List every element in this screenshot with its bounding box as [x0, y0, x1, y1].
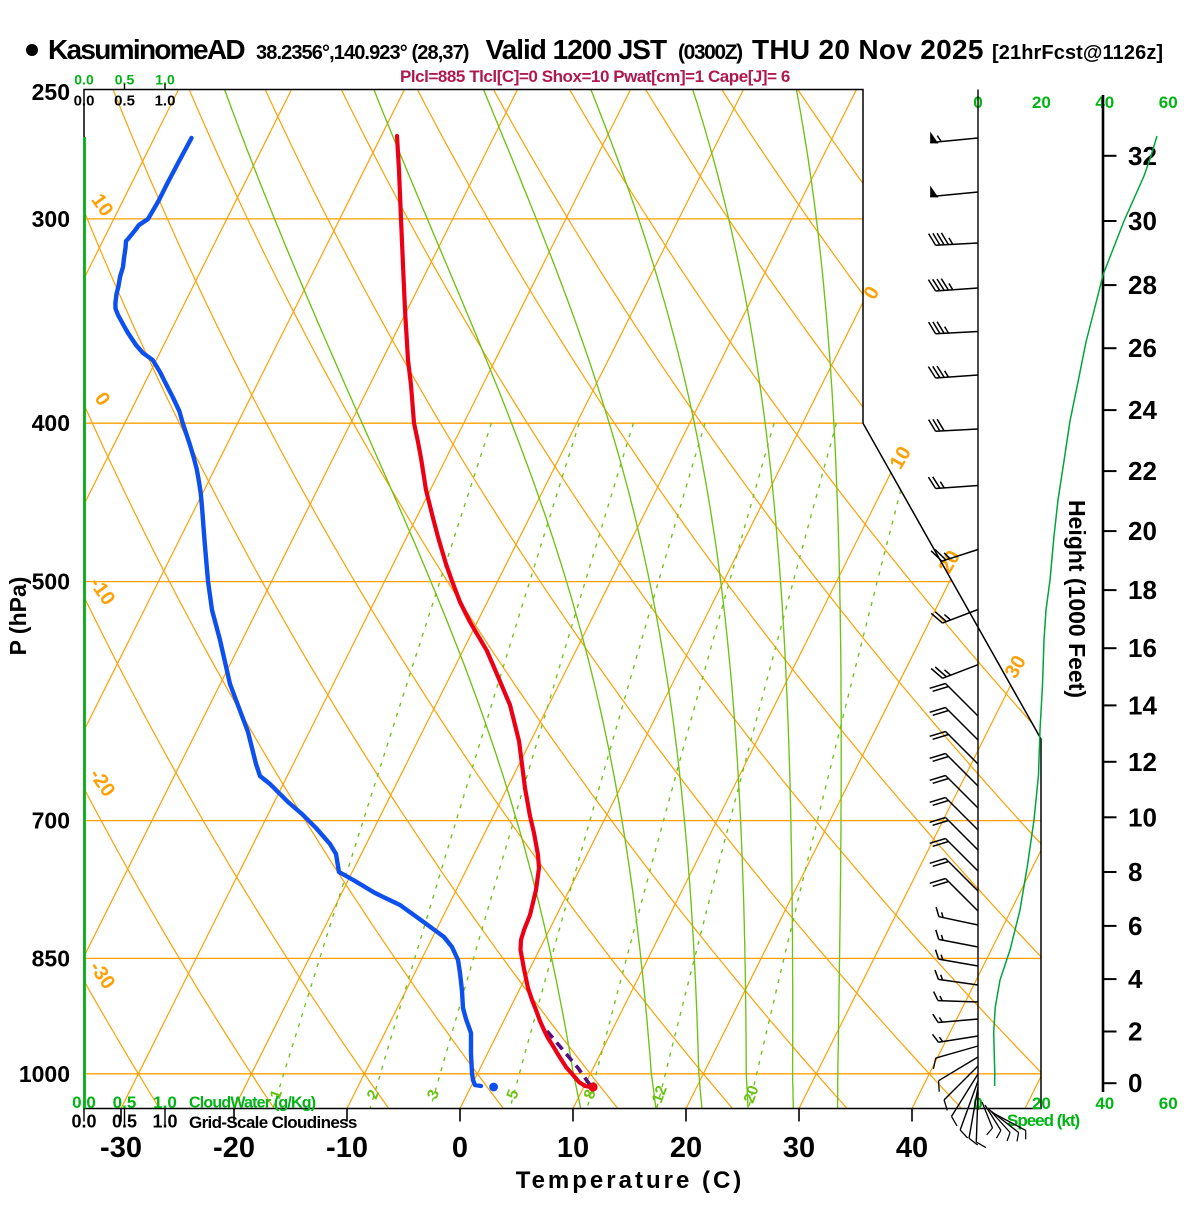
- svg-text:0.5: 0.5: [113, 1093, 137, 1112]
- svg-text:(0300Z): (0300Z): [678, 41, 742, 64]
- svg-text:Plcl=885 Tlcl[C]=0 Shox=10 Pwa: Plcl=885 Tlcl[C]=0 Shox=10 Pwat[cm]=1 Ca…: [400, 67, 790, 86]
- svg-text:0.0: 0.0: [74, 72, 94, 88]
- svg-text:12: 12: [649, 1083, 671, 1105]
- svg-text:0.0: 0.0: [74, 93, 95, 110]
- svg-text:CloudWater (g/Kg): CloudWater (g/Kg): [189, 1095, 316, 1112]
- svg-text:KasuminomeAD: KasuminomeAD: [48, 34, 245, 65]
- svg-text:20: 20: [1128, 516, 1157, 546]
- svg-text:400: 400: [32, 410, 70, 436]
- svg-text:0.5: 0.5: [114, 93, 135, 110]
- svg-text:[21hrFcst@1126z]: [21hrFcst@1126z]: [992, 42, 1163, 64]
- svg-text:60: 60: [1159, 1094, 1178, 1113]
- svg-text:8: 8: [1128, 857, 1142, 887]
- svg-text:-30: -30: [100, 1132, 142, 1164]
- svg-text:30: 30: [783, 1132, 815, 1164]
- svg-text:40: 40: [896, 1132, 928, 1164]
- svg-text:0.5: 0.5: [115, 72, 135, 88]
- svg-text:2: 2: [1128, 1017, 1142, 1047]
- svg-text:Valid 1200 JST: Valid 1200 JST: [486, 34, 667, 65]
- svg-text:500: 500: [32, 569, 70, 595]
- svg-text:THU 20 Nov 2025: THU 20 Nov 2025: [752, 34, 984, 65]
- svg-text:16: 16: [1128, 633, 1157, 663]
- svg-text:700: 700: [32, 808, 70, 834]
- svg-text:32: 32: [1128, 141, 1157, 171]
- svg-text:-10: -10: [326, 1132, 368, 1164]
- svg-text:38.2356°,140.923° (28,37): 38.2356°,140.923° (28,37): [256, 42, 469, 64]
- svg-text:26: 26: [1128, 333, 1157, 363]
- svg-text:40: 40: [1095, 93, 1114, 112]
- svg-text:-20: -20: [213, 1132, 255, 1164]
- svg-text:1000: 1000: [19, 1061, 70, 1087]
- svg-text:1.0: 1.0: [155, 72, 175, 88]
- svg-text:30: 30: [1128, 206, 1157, 236]
- svg-text:10: 10: [557, 1132, 589, 1164]
- svg-text:20: 20: [1032, 1094, 1051, 1113]
- svg-text:28: 28: [1128, 270, 1157, 300]
- svg-text:0: 0: [452, 1132, 468, 1164]
- svg-text:18: 18: [1128, 575, 1157, 605]
- svg-text:0: 0: [1128, 1068, 1142, 1098]
- svg-text:P (hPa): P (hPa): [5, 577, 31, 656]
- svg-text:250: 250: [32, 79, 70, 105]
- svg-text:12: 12: [1128, 747, 1157, 777]
- svg-text:20: 20: [1032, 93, 1051, 112]
- svg-text:850: 850: [32, 945, 70, 971]
- svg-text:14: 14: [1128, 690, 1157, 720]
- svg-text:Temperature (C): Temperature (C): [516, 1167, 745, 1194]
- svg-text:60: 60: [1159, 93, 1178, 112]
- svg-text:22: 22: [1128, 456, 1157, 486]
- svg-text:Height (1000 Feet): Height (1000 Feet): [1064, 500, 1090, 698]
- svg-text:Speed (kt): Speed (kt): [1007, 1111, 1080, 1130]
- svg-text:4: 4: [1128, 964, 1143, 994]
- svg-text:300: 300: [32, 206, 70, 232]
- svg-text:20: 20: [670, 1132, 702, 1164]
- svg-text:40: 40: [1095, 1094, 1114, 1113]
- svg-text:6: 6: [1128, 911, 1142, 941]
- svg-text:10: 10: [1128, 802, 1157, 832]
- svg-text:1.0: 1.0: [155, 93, 176, 110]
- svg-text:24: 24: [1128, 395, 1157, 425]
- svg-text:Grid-Scale Cloudiness: Grid-Scale Cloudiness: [189, 1113, 357, 1132]
- svg-text:1.0: 1.0: [153, 1093, 177, 1112]
- svg-text:20: 20: [741, 1083, 763, 1105]
